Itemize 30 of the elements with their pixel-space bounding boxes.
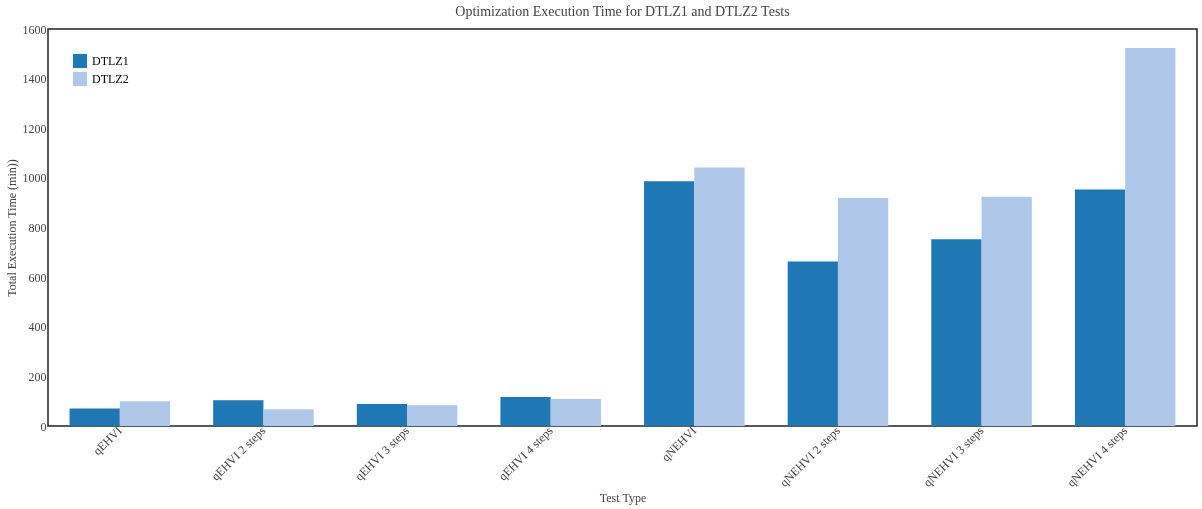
- bar: [694, 167, 745, 426]
- y-axis-title: Total Execution Time (min)): [4, 159, 19, 297]
- bar: [981, 196, 1032, 426]
- bar: [356, 403, 408, 426]
- bar: [837, 197, 889, 426]
- bar: [69, 408, 120, 426]
- bar: [500, 396, 551, 426]
- x-axis-title: Test Type: [599, 490, 647, 505]
- bar: [644, 181, 695, 426]
- chart-title: Optimization Execution Time for DTLZ1 and DTLZ2 Tests: [455, 4, 790, 19]
- bar: [1125, 48, 1176, 426]
- bar: [1074, 189, 1126, 426]
- y-tick-label: 1000: [22, 171, 47, 186]
- y-tick-label: 800: [28, 221, 47, 235]
- y-tick-label: 1400: [22, 72, 47, 87]
- y-tick-label: 0: [40, 419, 47, 434]
- bar: [787, 261, 838, 426]
- y-tick-label: 1200: [22, 121, 47, 136]
- y-tick-label: 600: [28, 270, 47, 285]
- y-tick-label: 400: [28, 320, 47, 335]
- bar: [263, 409, 314, 426]
- bar: [931, 239, 982, 426]
- bar: [213, 400, 264, 426]
- y-tick-label: 1600: [22, 22, 47, 37]
- legend-label: DTLZ1: [92, 54, 129, 68]
- bar: [119, 401, 171, 426]
- legend-label: DTLZ2: [92, 72, 129, 86]
- y-tick-label: 200: [28, 369, 47, 384]
- bar: [550, 398, 601, 426]
- bar: [407, 405, 458, 426]
